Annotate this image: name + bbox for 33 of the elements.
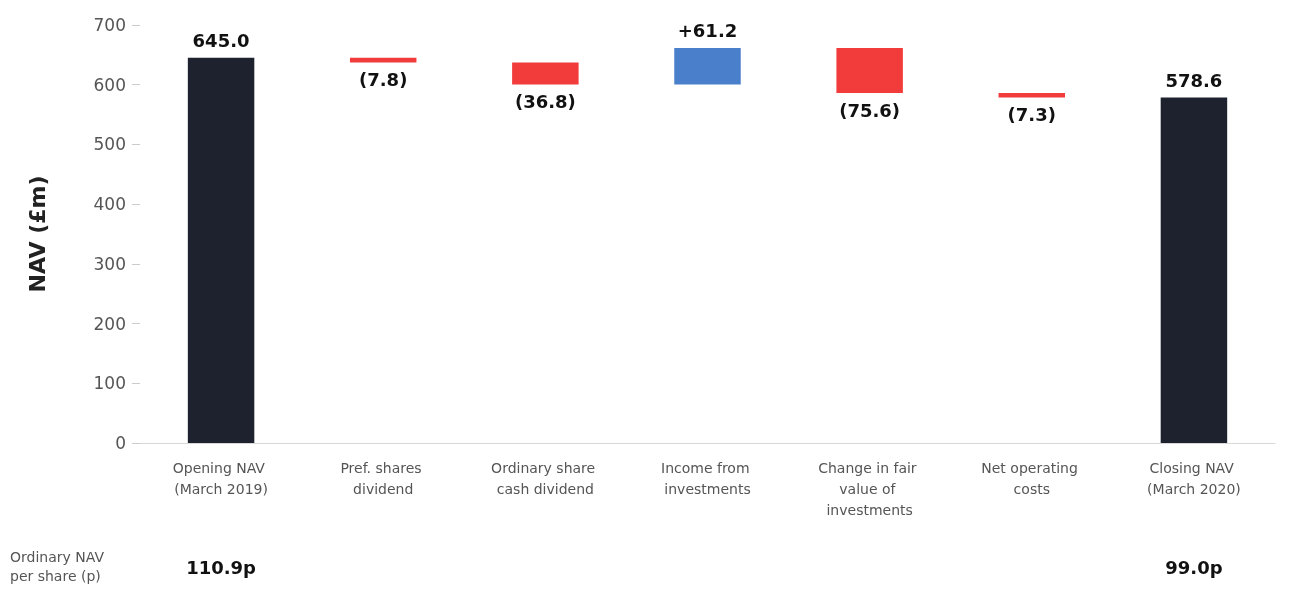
y-tick-label: 300: [93, 253, 126, 274]
x-tick-label: Closing NAV (March 2020): [1147, 459, 1241, 497]
x-tick-label: Net operating costs: [981, 459, 1083, 497]
y-tick-label: 100: [93, 373, 126, 394]
y-tick-label: 400: [93, 194, 126, 215]
text: 110.9p: [186, 556, 257, 578]
bar: [998, 93, 1066, 98]
bar: [1160, 97, 1228, 443]
bar: [836, 47, 903, 94]
text: Ordinary NAV per share (p): [10, 548, 109, 584]
data-label: (75.6): [839, 99, 901, 121]
bar: [349, 57, 417, 63]
x-tick-label: Ordinary share cash dividend: [491, 459, 600, 497]
data-label: (7.3): [1007, 103, 1056, 125]
y-tick-label: 500: [93, 134, 126, 155]
y-tick-label: 200: [93, 313, 126, 334]
y-tick-label: 600: [93, 74, 126, 95]
data-label: +61.2: [677, 20, 738, 42]
bar: [187, 57, 255, 443]
y-tick-label: 0: [115, 433, 126, 453]
x-tick-label: Change in fair value of investments: [818, 459, 922, 518]
data-label: 578.6: [1165, 69, 1223, 91]
text: 99.0p: [1165, 556, 1223, 578]
y-tick-label: 700: [93, 15, 126, 35]
x-tick-label: Pref. shares dividend: [340, 459, 427, 497]
bar: [512, 62, 579, 85]
y-axis-title: NAV (£m): [24, 175, 50, 293]
data-label: (7.8): [359, 69, 408, 90]
data-label: (36.8): [514, 90, 576, 112]
x-tick-label: Income from investments: [661, 459, 754, 497]
data-label: 645.0: [192, 30, 250, 52]
bar: [674, 47, 741, 85]
x-tick-label: Opening NAV (March 2019): [172, 459, 270, 497]
